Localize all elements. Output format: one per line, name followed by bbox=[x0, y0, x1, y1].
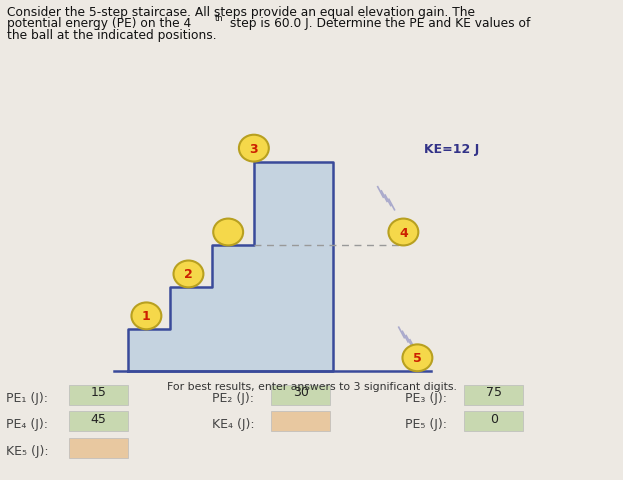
Text: PE₅ (J):: PE₅ (J): bbox=[405, 418, 447, 431]
Text: KE₅ (J):: KE₅ (J): bbox=[6, 444, 49, 457]
Text: the ball at the indicated positions.: the ball at the indicated positions. bbox=[7, 29, 217, 42]
Polygon shape bbox=[128, 162, 333, 372]
Text: 15: 15 bbox=[90, 385, 106, 399]
Text: 5: 5 bbox=[413, 351, 422, 364]
Text: 0: 0 bbox=[490, 412, 498, 425]
Text: 30: 30 bbox=[293, 385, 308, 399]
Text: step is 60.0 J. Determine the PE and KE values of: step is 60.0 J. Determine the PE and KE … bbox=[226, 17, 530, 30]
Text: 3: 3 bbox=[250, 143, 258, 156]
Text: PE₄ (J):: PE₄ (J): bbox=[6, 418, 48, 431]
Circle shape bbox=[173, 261, 203, 288]
Text: KE=12 J: KE=12 J bbox=[424, 143, 480, 156]
Circle shape bbox=[402, 345, 432, 372]
Circle shape bbox=[389, 219, 419, 246]
Text: For best results, enter answers to 3 significant digits.: For best results, enter answers to 3 sig… bbox=[166, 382, 457, 392]
Text: PE₁ (J):: PE₁ (J): bbox=[6, 391, 48, 404]
Text: KE₄ (J):: KE₄ (J): bbox=[212, 418, 254, 431]
Text: 2: 2 bbox=[184, 268, 193, 281]
Text: potential energy (PE) on the 4: potential energy (PE) on the 4 bbox=[7, 17, 192, 30]
Text: 1: 1 bbox=[142, 310, 151, 323]
Circle shape bbox=[239, 135, 269, 162]
Text: th: th bbox=[215, 14, 224, 24]
Text: PE₃ (J):: PE₃ (J): bbox=[405, 391, 447, 404]
Text: 4: 4 bbox=[399, 226, 408, 239]
Circle shape bbox=[131, 303, 161, 330]
Circle shape bbox=[213, 219, 243, 246]
Text: Consider the 5-step staircase. All steps provide an equal elevation gain. The: Consider the 5-step staircase. All steps… bbox=[7, 6, 475, 19]
Text: 45: 45 bbox=[90, 412, 106, 425]
Text: 75: 75 bbox=[486, 385, 502, 399]
Text: PE₂ (J):: PE₂ (J): bbox=[212, 391, 254, 404]
